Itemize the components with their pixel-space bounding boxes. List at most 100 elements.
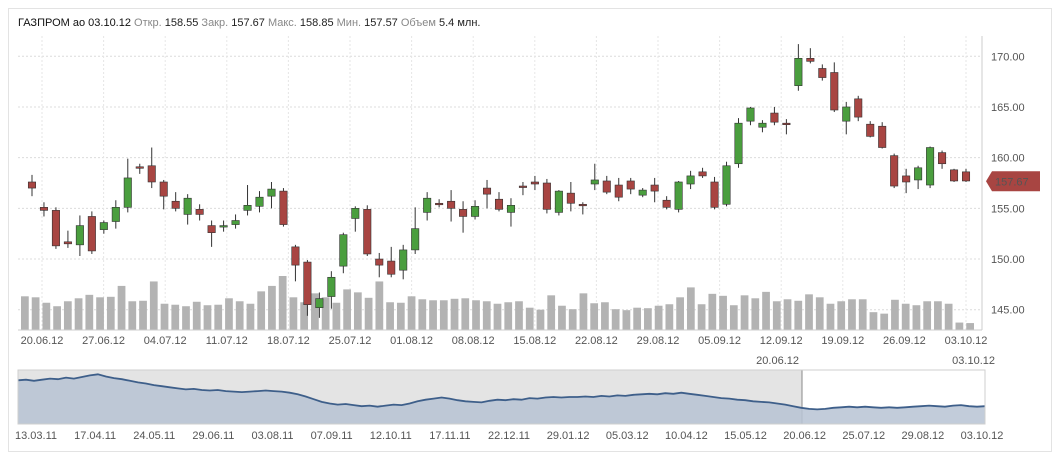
candle[interactable] bbox=[710, 176, 719, 210]
candle[interactable] bbox=[626, 177, 635, 195]
candle[interactable] bbox=[602, 175, 611, 195]
candle[interactable] bbox=[782, 119, 791, 135]
candle[interactable] bbox=[734, 118, 743, 168]
candle[interactable] bbox=[39, 202, 48, 217]
candle[interactable] bbox=[231, 214, 240, 229]
candle[interactable] bbox=[207, 220, 216, 247]
candle[interactable] bbox=[590, 163, 599, 191]
candle[interactable] bbox=[914, 165, 923, 190]
candle[interactable] bbox=[878, 122, 887, 149]
candle[interactable] bbox=[902, 168, 911, 194]
navigator[interactable]: 20.06.12 03.10.12 13.03.11 17.04.11 24.05.… bbox=[15, 355, 1003, 442]
candle[interactable] bbox=[494, 192, 504, 212]
x-tick-label: 20.06.12 bbox=[21, 335, 64, 347]
candle[interactable] bbox=[183, 194, 192, 225]
candle[interactable] bbox=[686, 170, 695, 190]
candle[interactable] bbox=[423, 192, 432, 221]
candle[interactable] bbox=[195, 204, 204, 221]
candle[interactable] bbox=[471, 200, 480, 220]
candle[interactable] bbox=[51, 207, 60, 249]
candle[interactable] bbox=[806, 48, 815, 64]
candle[interactable] bbox=[27, 174, 36, 197]
volume-bar bbox=[321, 297, 330, 330]
candle[interactable] bbox=[399, 244, 408, 280]
candle[interactable] bbox=[890, 153, 899, 189]
candle[interactable] bbox=[411, 207, 420, 254]
candle[interactable] bbox=[770, 106, 779, 126]
volume-bars bbox=[21, 276, 974, 330]
candle[interactable] bbox=[303, 260, 312, 316]
candle[interactable] bbox=[722, 161, 731, 207]
candle[interactable] bbox=[866, 121, 875, 138]
candle[interactable] bbox=[459, 201, 468, 233]
candle[interactable] bbox=[435, 199, 444, 208]
candle[interactable] bbox=[518, 181, 527, 196]
candle[interactable] bbox=[926, 146, 935, 189]
candle-body-down bbox=[291, 246, 300, 266]
candle[interactable] bbox=[159, 179, 168, 210]
volume-bar bbox=[214, 304, 223, 330]
candle[interactable] bbox=[950, 168, 959, 182]
candle[interactable] bbox=[363, 205, 372, 256]
candle[interactable] bbox=[830, 62, 839, 113]
candle[interactable] bbox=[219, 220, 228, 232]
candle[interactable] bbox=[842, 101, 851, 135]
candle[interactable] bbox=[566, 181, 575, 212]
candle[interactable] bbox=[351, 206, 360, 232]
volume-bar bbox=[300, 302, 309, 330]
candle[interactable] bbox=[255, 191, 264, 213]
candle[interactable] bbox=[698, 167, 707, 178]
candle[interactable] bbox=[674, 180, 683, 213]
candle[interactable] bbox=[638, 188, 647, 198]
candle[interactable] bbox=[650, 177, 659, 203]
candle[interactable] bbox=[63, 230, 72, 248]
candle[interactable] bbox=[111, 200, 120, 229]
candle[interactable] bbox=[506, 198, 515, 227]
candle[interactable] bbox=[662, 196, 671, 210]
candle[interactable] bbox=[135, 163, 144, 174]
candlesticks[interactable] bbox=[27, 44, 971, 318]
candle[interactable] bbox=[375, 252, 384, 278]
candle[interactable] bbox=[327, 271, 336, 309]
navigator-line bbox=[17, 373, 986, 411]
candle-body-up bbox=[399, 249, 408, 271]
candle[interactable] bbox=[291, 244, 300, 282]
candle[interactable] bbox=[243, 185, 252, 216]
candle[interactable] bbox=[123, 158, 132, 213]
candle[interactable] bbox=[854, 95, 863, 122]
candle[interactable] bbox=[279, 188, 288, 227]
candle[interactable] bbox=[614, 177, 623, 202]
volume-bar bbox=[472, 300, 480, 330]
candle[interactable] bbox=[794, 44, 803, 91]
candle[interactable] bbox=[339, 232, 348, 274]
candle[interactable] bbox=[483, 179, 492, 209]
chart-frame bbox=[8, 8, 1052, 452]
candle[interactable] bbox=[387, 246, 396, 278]
candle[interactable] bbox=[87, 211, 96, 254]
candle-body-down bbox=[542, 182, 551, 210]
candle-body-up bbox=[590, 179, 599, 185]
candle[interactable] bbox=[447, 190, 456, 222]
candle[interactable] bbox=[938, 150, 947, 169]
candle[interactable] bbox=[530, 175, 539, 191]
candle[interactable] bbox=[758, 120, 767, 133]
candle-body-down bbox=[279, 190, 288, 225]
candle-body-down bbox=[830, 72, 839, 111]
candle[interactable] bbox=[746, 106, 755, 126]
candle[interactable] bbox=[147, 147, 156, 189]
candle[interactable] bbox=[267, 181, 276, 209]
candle[interactable] bbox=[75, 215, 84, 256]
candle[interactable] bbox=[818, 64, 827, 81]
candle[interactable] bbox=[99, 220, 108, 234]
candle[interactable] bbox=[962, 168, 971, 182]
candle[interactable] bbox=[171, 192, 180, 212]
candle-body-up bbox=[123, 177, 132, 208]
candle[interactable] bbox=[554, 190, 563, 216]
candle-body-down bbox=[662, 199, 671, 208]
candle[interactable] bbox=[578, 202, 587, 215]
candle[interactable] bbox=[315, 292, 324, 318]
volume-bar bbox=[289, 297, 298, 330]
candle-body-up bbox=[423, 197, 432, 213]
candle[interactable] bbox=[542, 178, 551, 214]
